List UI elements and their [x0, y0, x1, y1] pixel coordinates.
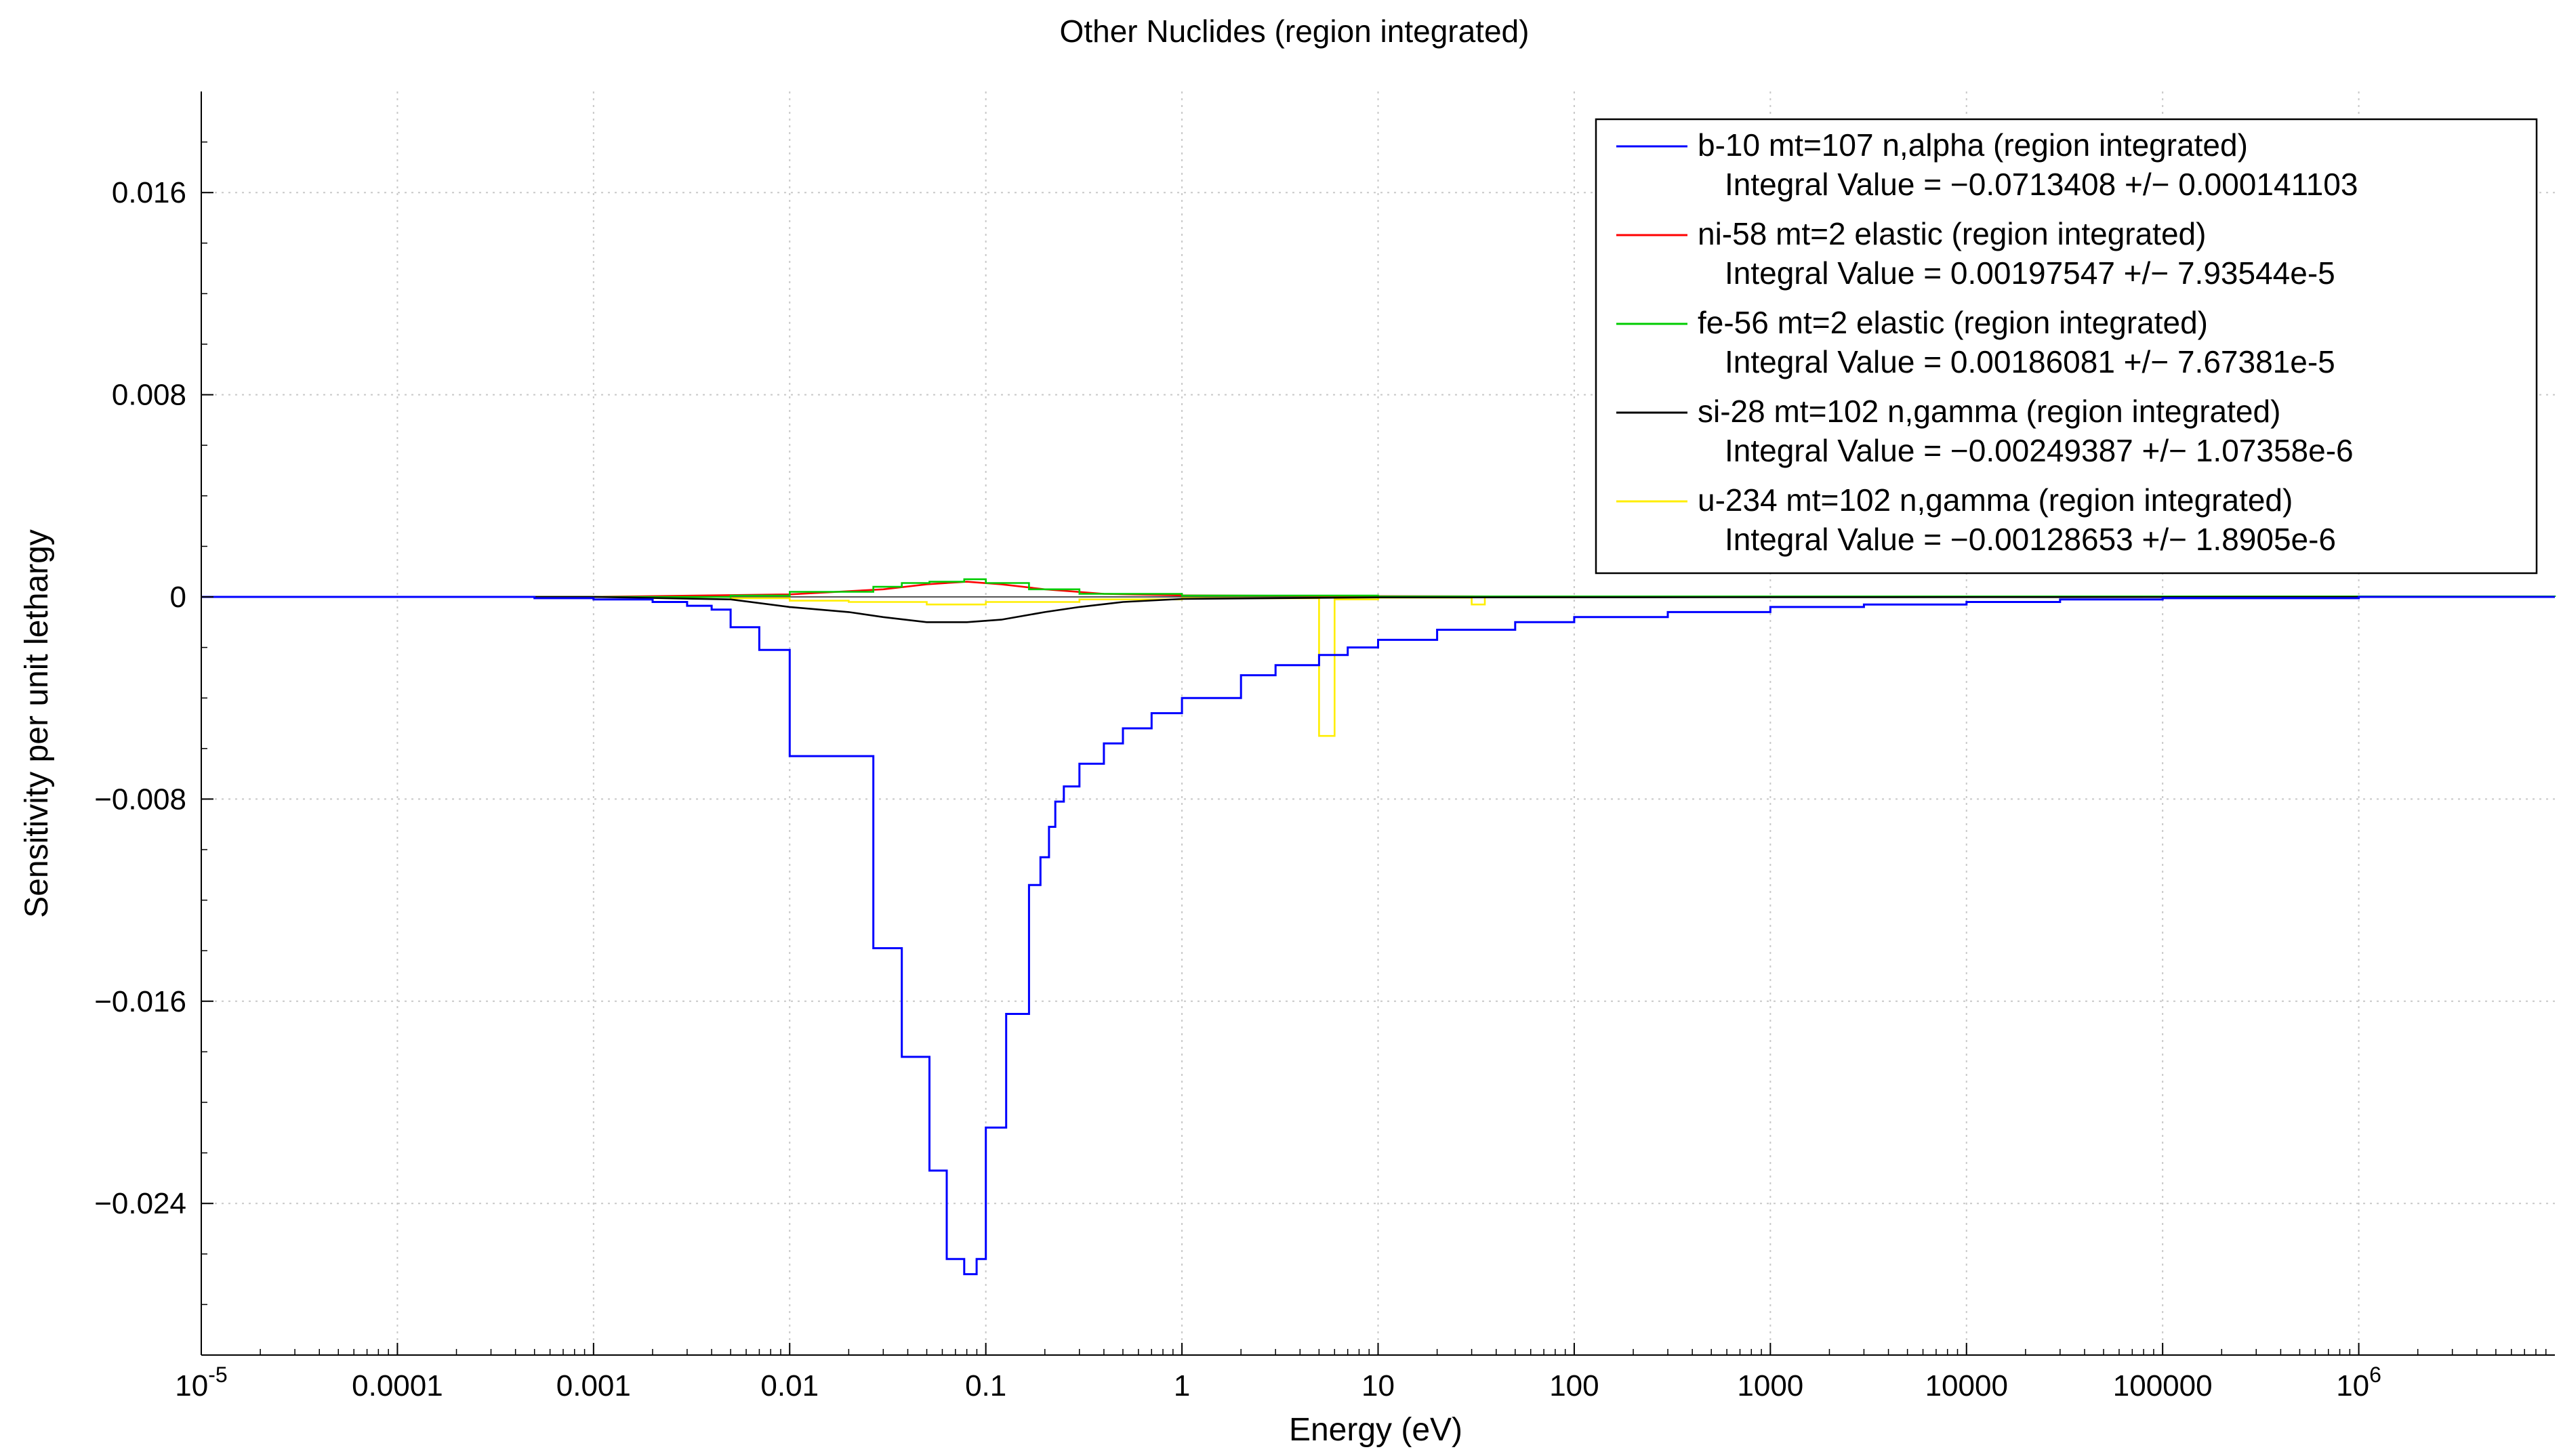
x-tick-label: 0.0001	[352, 1369, 443, 1402]
y-ticks: 0.016 0.008 0 −0.008 −0.016 −0.024	[94, 141, 213, 1306]
x-tick-label: 0.1	[965, 1369, 1006, 1402]
x-tick-label: 0.01	[760, 1369, 819, 1402]
y-axis-label: Sensitivity per unit lethargy	[19, 529, 55, 918]
legend-entry-integral: Integral Value = −0.0713408 +/− 0.000141…	[1725, 167, 2358, 202]
legend-entry-name: u-234 mt=102 n,gamma (region integrated)	[1698, 482, 2293, 518]
legend: b-10 mt=107 n,alpha (region integrated) I…	[1595, 118, 2538, 575]
series-line-si-28	[201, 596, 2556, 623]
x-tick-label: 106	[2336, 1363, 2381, 1402]
chart-title: Other Nuclides (region integrated)	[1060, 14, 1530, 49]
y-tick-label: −0.024	[94, 1187, 186, 1220]
x-tick-label: 100000	[2113, 1369, 2213, 1402]
x-tick-label: 10000	[1925, 1369, 2008, 1402]
x-ticks: 10-5 0.0001 0.001 0.01 0.1 1 10 100 1000 10000 100…	[175, 1343, 2547, 1402]
x-tick-label: 0.001	[556, 1369, 631, 1402]
legend-box	[1595, 118, 2538, 575]
series-line-b-10	[201, 596, 2555, 1276]
legend-entry-name: ni-58 mt=2 elastic (region integrated)	[1698, 216, 2206, 251]
y-tick-label: 0.016	[112, 176, 186, 209]
legend-entry-name: b-10 mt=107 n,alpha (region integrated)	[1698, 127, 2248, 163]
x-tick-label: 10	[1361, 1369, 1395, 1402]
y-tick-label: −0.008	[94, 783, 186, 816]
legend-entry-integral: Integral Value = 0.00197547 +/− 7.93544e…	[1725, 255, 2335, 291]
legend-entry-name: fe-56 mt=2 elastic (region integrated)	[1698, 305, 2208, 340]
y-tick-label: −0.016	[94, 985, 186, 1018]
legend-entry-integral: Integral Value = 0.00186081 +/− 7.67381e…	[1725, 344, 2335, 379]
y-tick-label: 0	[170, 581, 186, 614]
series-group	[201, 578, 2556, 1276]
x-axis-label: Energy (eV)	[1289, 1412, 1462, 1448]
x-tick-label: 100	[1549, 1369, 1599, 1402]
x-tick-label: 1000	[1737, 1369, 1803, 1402]
y-tick-label: 0.008	[112, 379, 186, 412]
legend-entry-name: si-28 mt=102 n,gamma (region integrated)	[1698, 394, 2280, 429]
x-tick-label: 1	[1174, 1369, 1190, 1402]
series-line-fe-56	[201, 578, 2556, 598]
legend-entry-integral: Integral Value = −0.00128653 +/− 1.8905e…	[1725, 522, 2336, 557]
x-tick-label: 10-5	[175, 1363, 227, 1402]
legend-entry-integral: Integral Value = −0.00249387 +/− 1.07358…	[1725, 433, 2354, 468]
